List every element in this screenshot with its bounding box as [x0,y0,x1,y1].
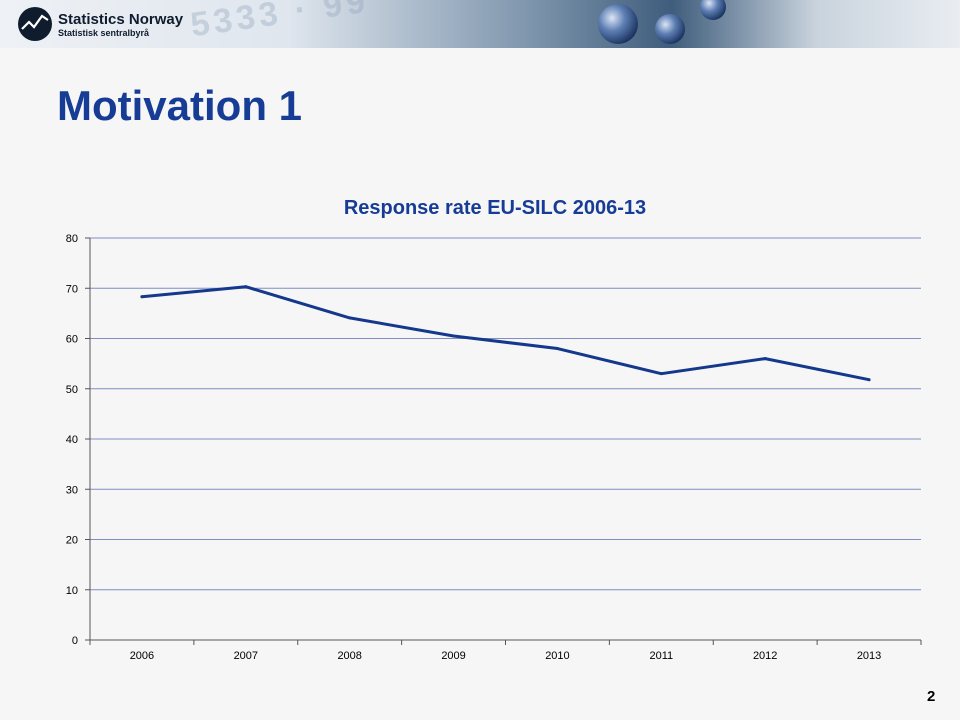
x-tick-label: 2011 [649,650,673,662]
statistics-norway-logo-icon [18,7,52,41]
y-tick-label: 0 [72,635,78,647]
data-point [763,357,767,361]
page-number: 2 [927,688,936,705]
banner-sphere [655,14,685,44]
data-point [244,285,248,289]
data-point [867,378,871,382]
data-point [140,295,144,299]
y-tick-label: 40 [66,434,78,446]
banner-sphere [700,0,726,20]
y-tick-label: 30 [66,484,78,496]
chart-title: Response rate EU-SILC 2006-13 [343,197,647,219]
banner-sphere [598,4,638,44]
x-tick-label: 2006 [130,650,154,662]
y-tick-label: 70 [66,283,78,295]
x-tick-label: 2013 [857,650,881,662]
y-tick-label: 10 [66,585,78,597]
data-point [348,316,352,320]
slide-title: Motivation 1 [57,82,303,129]
x-tick-label: 2007 [234,650,258,662]
x-tick-label: 2012 [753,650,777,662]
y-tick-label: 60 [66,334,78,346]
logo-subtitle: Statistisk sentralbyrå [58,28,150,38]
data-point [659,372,663,376]
x-tick-label: 2008 [337,650,361,662]
x-tick-label: 2010 [545,650,569,662]
data-point [555,347,559,351]
y-tick-label: 20 [66,535,78,547]
series-line [140,285,871,382]
y-tick-label: 80 [66,233,78,245]
header-banner: 5333 · 99 Statistics Norway Statistisk s… [0,0,960,48]
x-tick-label: 2009 [441,650,465,662]
y-tick-label: 50 [66,384,78,396]
data-point [452,334,456,338]
logo-title: Statistics Norway [58,11,184,28]
